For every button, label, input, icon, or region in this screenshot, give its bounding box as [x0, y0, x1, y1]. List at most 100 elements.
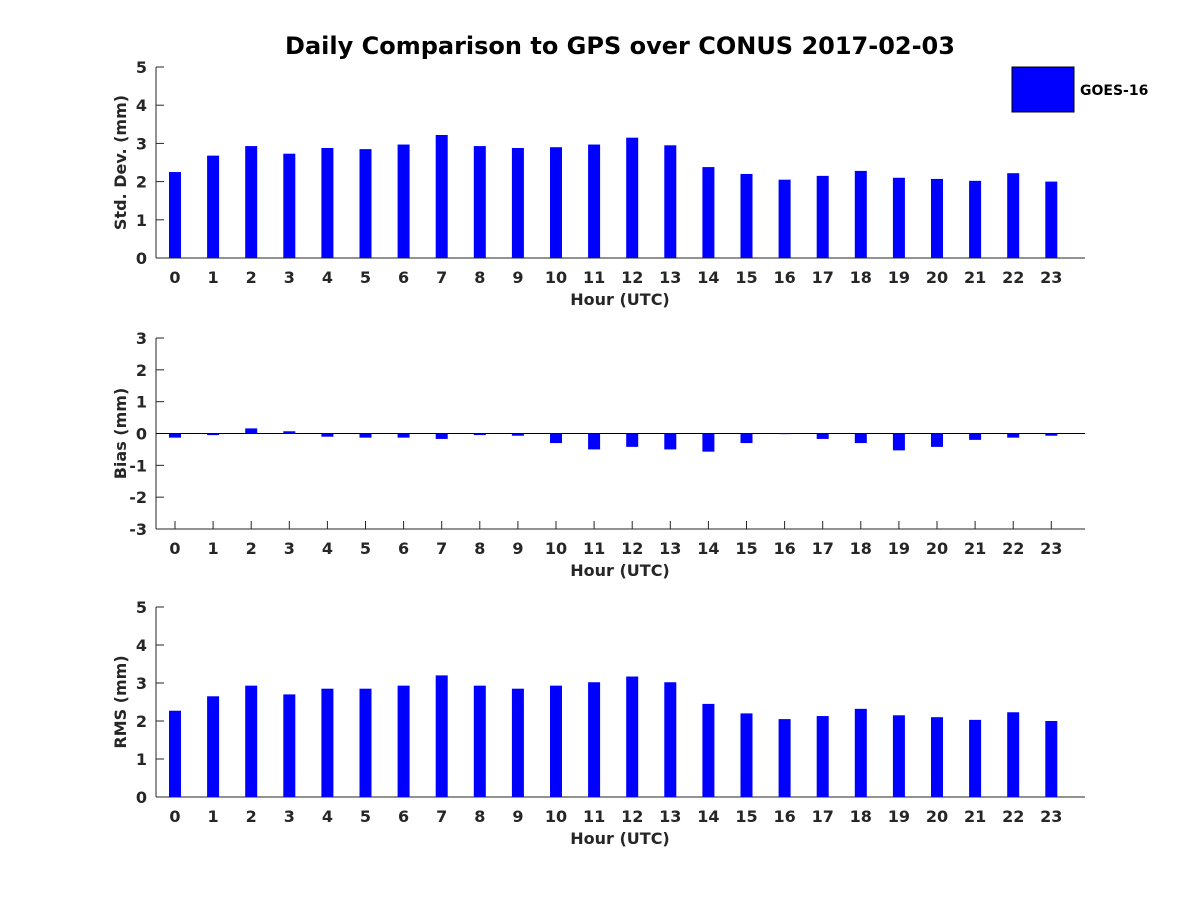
x-tick-label: 3	[284, 268, 295, 287]
x-tick-label: 14	[697, 268, 719, 287]
bar-rms-hour-7	[435, 675, 448, 797]
bar-stddev-hour-10	[550, 147, 562, 258]
bar-rms-hour-0	[169, 710, 181, 797]
bar-bias-hour-4	[321, 433, 334, 437]
legend-label: GOES-16	[1080, 83, 1148, 99]
bar-stddev-hour-3	[283, 153, 296, 258]
x-tick-label: 1	[208, 539, 219, 558]
x-tick-label: 8	[474, 807, 485, 826]
x-tick-label: 17	[812, 807, 834, 826]
x-tick-label: 7	[436, 268, 447, 287]
bar-rms-hour-5	[359, 688, 372, 797]
x-tick-label: 16	[773, 268, 795, 287]
bar-stddev-hour-18	[854, 170, 867, 258]
bar-rms-hour-13	[664, 682, 677, 797]
x-tick-label: 0	[169, 807, 180, 826]
x-tick-label: 22	[1002, 539, 1024, 558]
y-tick-label: -1	[129, 456, 147, 475]
bar-rms-hour-1	[207, 696, 220, 797]
bar-bias-hour-1	[207, 433, 220, 436]
bar-bias-hour-10	[550, 433, 562, 444]
x-tick-label: 7	[436, 807, 447, 826]
bar-rms-hour-20	[931, 717, 943, 797]
x-tick-label: 13	[659, 268, 681, 287]
legend: GOES-16	[1011, 66, 1148, 113]
bar-stddev-hour-21	[969, 180, 982, 258]
bar-stddev-hour-11	[588, 144, 601, 258]
x-tick-label: 4	[322, 539, 333, 558]
x-tick-label: 15	[735, 807, 757, 826]
x-tick-label: 15	[735, 268, 757, 287]
bar-bias-hour-0	[169, 433, 181, 438]
x-tick-label: 16	[773, 807, 795, 826]
y-axis-label: Std. Dev. (mm)	[111, 95, 130, 230]
bar-rms-hour-14	[702, 703, 715, 797]
x-tick-label: 9	[512, 539, 523, 558]
y-tick-label: 2	[136, 712, 147, 731]
x-tick-label: 15	[735, 539, 757, 558]
bar-stddev-hour-23	[1045, 181, 1058, 258]
x-tick-label: 3	[284, 807, 295, 826]
bar-bias-hour-7	[435, 433, 448, 439]
bar-stddev-hour-4	[321, 147, 334, 258]
x-tick-label: 20	[926, 268, 948, 287]
bar-rms-hour-2	[245, 685, 258, 797]
x-tick-label: 21	[964, 268, 986, 287]
bar-bias-hour-5	[359, 433, 372, 438]
x-tick-label: 20	[926, 539, 948, 558]
y-tick-label: 4	[136, 636, 147, 655]
x-tick-label: 6	[398, 268, 409, 287]
y-tick-label: 1	[136, 211, 147, 230]
x-tick-label: 22	[1002, 268, 1024, 287]
bar-rms-hour-23	[1045, 721, 1058, 797]
bar-stddev-hour-13	[664, 145, 677, 258]
x-tick-label: 21	[964, 807, 986, 826]
bar-stddev-hour-7	[435, 134, 448, 258]
bar-bias-hour-21	[969, 433, 982, 440]
x-tick-label: 9	[512, 268, 523, 287]
bar-bias-hour-23	[1045, 433, 1058, 436]
bar-stddev-hour-9	[511, 147, 524, 258]
x-tick-label: 17	[812, 268, 834, 287]
y-tick-label: -3	[129, 520, 147, 539]
x-tick-label: 2	[246, 268, 257, 287]
bar-stddev-hour-8	[473, 146, 486, 258]
x-tick-label: 14	[697, 539, 719, 558]
y-axis-label: Bias (mm)	[111, 388, 130, 480]
x-tick-label: 4	[322, 268, 333, 287]
y-axis-label: RMS (mm)	[111, 655, 130, 748]
x-tick-label: 13	[659, 539, 681, 558]
y-tick-label: 0	[136, 249, 147, 268]
y-tick-label: 5	[136, 58, 147, 77]
bar-rms-hour-9	[511, 688, 524, 797]
bar-bias-hour-17	[816, 433, 829, 439]
x-tick-label: 11	[583, 539, 605, 558]
bar-stddev-hour-22	[1007, 173, 1020, 258]
bar-bias-hour-20	[931, 433, 943, 447]
bar-stddev-hour-12	[626, 137, 639, 258]
chart-title: Daily Comparison to GPS over CONUS 2017-…	[285, 32, 955, 60]
bar-bias-hour-3	[283, 431, 296, 434]
x-tick-label: 14	[697, 807, 719, 826]
bar-stddev-hour-19	[892, 177, 905, 258]
x-tick-label: 13	[659, 807, 681, 826]
bar-rms-hour-22	[1007, 712, 1020, 797]
bar-rms-hour-21	[969, 719, 982, 797]
x-tick-label: 4	[322, 807, 333, 826]
x-tick-label: 9	[512, 807, 523, 826]
x-tick-label: 10	[545, 807, 567, 826]
x-tick-label: 7	[436, 539, 447, 558]
bar-stddev-hour-1	[207, 155, 220, 258]
x-tick-label: 16	[773, 539, 795, 558]
bar-bias-hour-11	[588, 433, 601, 450]
y-tick-label: 0	[136, 788, 147, 807]
bar-stddev-hour-14	[702, 167, 715, 258]
bar-rms-hour-11	[588, 682, 601, 797]
x-tick-label: 3	[284, 539, 295, 558]
y-tick-label: 2	[136, 173, 147, 192]
y-tick-label: 1	[136, 393, 147, 412]
bar-bias-hour-22	[1007, 433, 1020, 438]
bar-stddev-hour-0	[169, 172, 181, 258]
